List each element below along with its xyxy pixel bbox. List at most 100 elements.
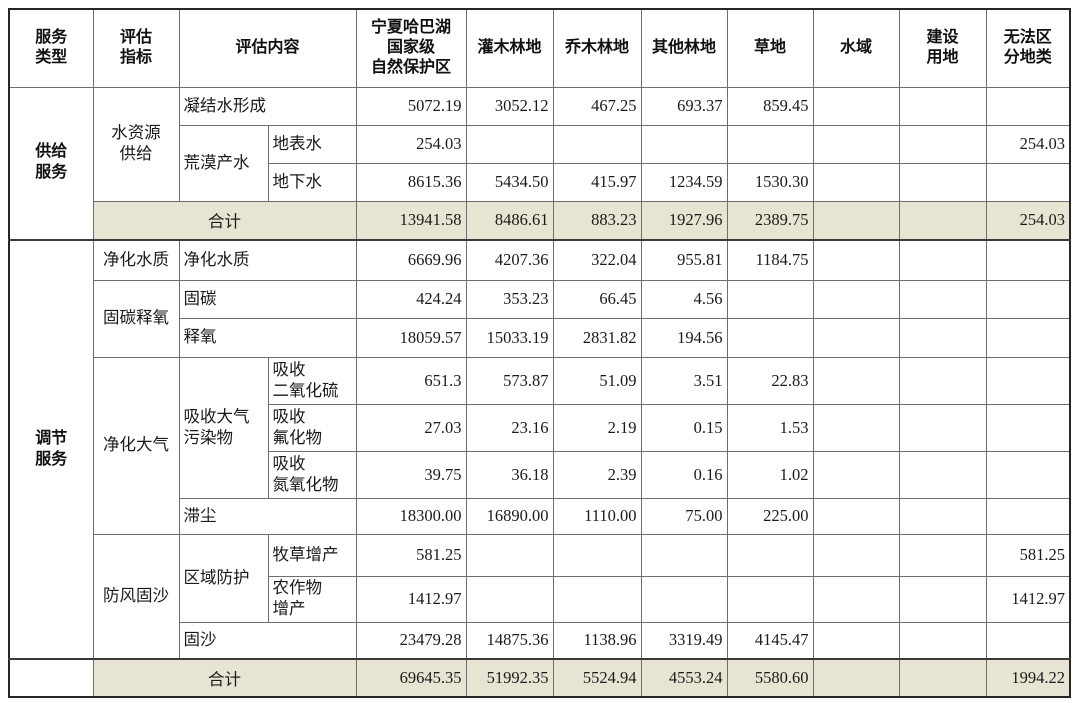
subtotal-label-provisioning: 合计: [92, 200, 357, 241]
value-cell: [812, 200, 900, 241]
value-cell: [898, 533, 987, 577]
value-cell: [985, 317, 1071, 358]
table-row-13: 农作物 增产 1412.97 1412.97: [9, 575, 1071, 623]
value-cell: [898, 403, 987, 452]
value-cell: 0.16: [640, 450, 728, 499]
value-cell: [812, 86, 900, 126]
content-surface-water: 地表水: [267, 124, 357, 164]
value-cell: 581.25: [355, 533, 467, 577]
value-cell: [726, 317, 814, 358]
empty-corner-cell: [8, 658, 94, 698]
row-group-provisioning: 供给 服务: [8, 86, 94, 241]
table-row-10: 吸收 氮氧化物 39.75 36.18 2.39 0.16 1.02: [9, 450, 1071, 499]
value-cell: [465, 533, 554, 577]
value-cell: 1184.75: [726, 239, 814, 281]
value-cell: 18059.57: [355, 317, 467, 358]
value-cell: 8486.61: [465, 200, 554, 241]
value-cell: 5524.94: [552, 658, 642, 698]
value-cell: [898, 450, 987, 499]
value-cell: [898, 124, 987, 164]
table-row-12: 防风固沙 区域防护 牧草增产 581.25 581.25: [9, 533, 1071, 660]
value-cell: [726, 575, 814, 623]
value-cell: [812, 575, 900, 623]
indicator-water-supply: 水资源 供给: [92, 86, 180, 202]
col-header-10: 建设 用地: [898, 8, 987, 88]
value-cell: [985, 279, 1071, 319]
value-cell: [898, 162, 987, 202]
value-cell: 15033.19: [465, 317, 554, 358]
value-cell: [640, 575, 728, 623]
col-header-9: 水域: [812, 8, 900, 88]
table-row-6: 固碳释氧 固碳 424.24 353.23 66.45 4.56: [9, 279, 1071, 358]
value-cell: [465, 575, 554, 623]
value-cell: [640, 124, 728, 164]
value-cell: [898, 317, 987, 358]
table-row-11: 滞尘 18300.00 16890.00 1110.00 75.00 225.00: [9, 497, 1071, 535]
table-row-15: 合计 69645.35 51992.35 5524.94 4553.24 5580.60 1…: [8, 658, 1071, 698]
value-cell: 1994.22: [985, 658, 1071, 698]
table-row-9: 吸收 氟化物 27.03 23.16 2.19 0.15 1.53: [9, 403, 1071, 452]
value-cell: [812, 124, 900, 164]
value-cell: [812, 162, 900, 202]
value-cell: 6669.96: [355, 239, 467, 281]
value-cell: 5580.60: [726, 658, 814, 698]
indicator-air-purification: 净化大气: [92, 356, 180, 535]
value-cell: [812, 403, 900, 452]
value-cell: 2.39: [552, 450, 642, 499]
table-row-1: 供给 服务 水资源 供给 凝结水形成 5072.19 3052.12 467.25 693.…: [8, 86, 1071, 241]
value-cell: [898, 497, 987, 535]
value-cell: [812, 497, 900, 535]
col-header-11: 无法区 分地类: [985, 8, 1071, 88]
value-cell: 51.09: [552, 356, 642, 405]
value-cell: 23479.28: [355, 621, 467, 660]
content-oxygen-release: 释氧: [178, 317, 357, 358]
value-cell: 424.24: [355, 279, 467, 319]
value-cell: [898, 658, 987, 698]
value-cell: 66.45: [552, 279, 642, 319]
value-cell: [898, 575, 987, 623]
col-header-1: 服务 类型: [8, 8, 94, 88]
value-cell: 254.03: [355, 124, 467, 164]
value-cell: 859.45: [726, 86, 814, 126]
table-row-3: 地下水 8615.36 5434.50 415.97 1234.59 1530.30: [9, 162, 1071, 202]
indicator-water-purification: 净化水质: [92, 239, 180, 281]
col-header-3: 评估内容: [178, 8, 357, 88]
value-cell: 2389.75: [726, 200, 814, 241]
table-row-4: 合计 13941.58 8486.61 883.23 1927.96 2389.75 254…: [9, 200, 1071, 241]
value-cell: [898, 621, 987, 660]
grand-total-label: 合计: [92, 658, 357, 698]
value-cell: [726, 279, 814, 319]
content-absorb-fluoride: 吸收 氟化物: [267, 403, 357, 452]
value-cell: 5072.19: [355, 86, 467, 126]
value-cell: 1.02: [726, 450, 814, 499]
value-cell: 1927.96: [640, 200, 728, 241]
value-cell: 1412.97: [355, 575, 467, 623]
value-cell: [812, 621, 900, 660]
value-cell: [812, 356, 900, 405]
value-cell: 18300.00: [355, 497, 467, 535]
value-cell: 23.16: [465, 403, 554, 452]
content-forage-increase: 牧草增产: [267, 533, 357, 577]
row-group-regulating: 调节 服务: [8, 239, 94, 660]
col-header-4: 宁夏哈巴湖 国家级 自然保护区: [355, 8, 467, 88]
col-header-8: 草地: [726, 8, 814, 88]
value-cell: 225.00: [726, 497, 814, 535]
value-cell: 4.56: [640, 279, 728, 319]
value-cell: [726, 533, 814, 577]
value-cell: 3319.49: [640, 621, 728, 660]
col-header-2: 评估 指标: [92, 8, 180, 88]
value-cell: 2831.82: [552, 317, 642, 358]
value-cell: 0.15: [640, 403, 728, 452]
value-cell: [985, 621, 1071, 660]
value-cell: 51992.35: [465, 658, 554, 698]
value-cell: 16890.00: [465, 497, 554, 535]
value-cell: 1110.00: [552, 497, 642, 535]
value-cell: 693.37: [640, 86, 728, 126]
value-cell: 254.03: [985, 124, 1071, 164]
indicator-windbreak-sand-fixation: 防风固沙: [92, 533, 180, 660]
content-sand-fixation: 固沙: [178, 621, 357, 660]
value-cell: 69645.35: [355, 658, 467, 698]
value-cell: 14875.36: [465, 621, 554, 660]
value-cell: 883.23: [552, 200, 642, 241]
value-cell: 1412.97: [985, 575, 1071, 623]
